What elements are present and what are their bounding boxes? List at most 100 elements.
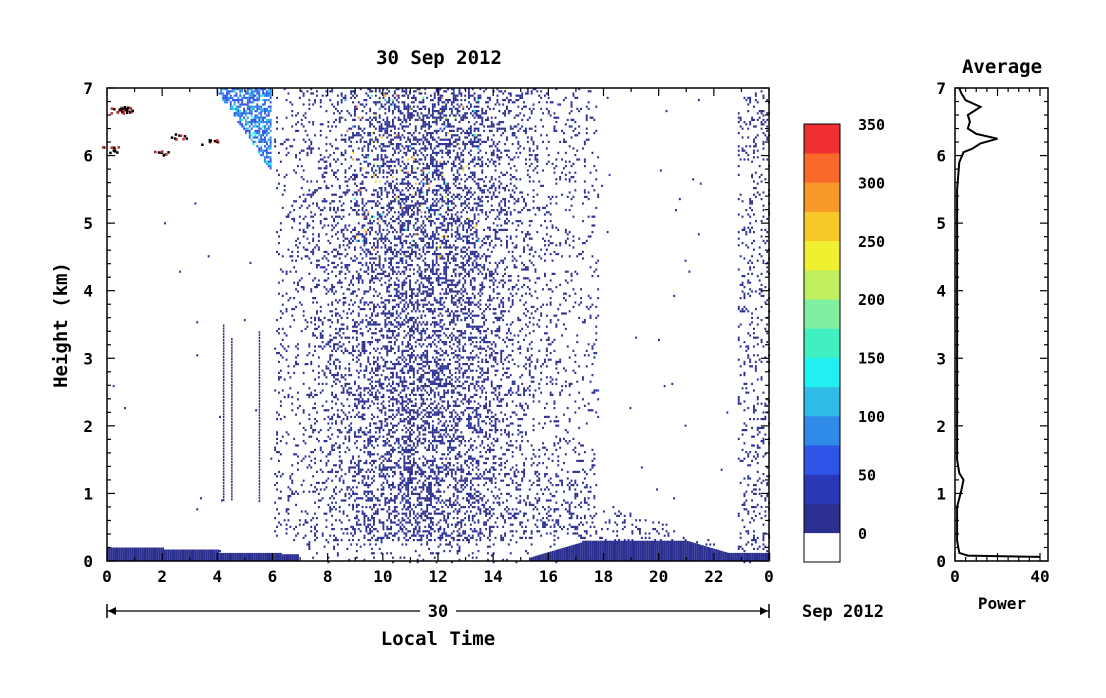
heatmap-cell: [321, 451, 324, 454]
heatmap-cell: [397, 376, 400, 379]
heatmap-cell: [441, 105, 444, 108]
heatmap-cell: [426, 385, 429, 388]
heatmap-cell: [418, 283, 421, 286]
heatmap-cell: [424, 275, 427, 278]
heatmap-cell: [319, 134, 322, 137]
heatmap-cell: [409, 294, 411, 297]
heatmap-cell: [361, 308, 364, 311]
heatmap-cell: [283, 378, 286, 381]
heatmap-cell: [386, 136, 389, 139]
heatmap-cell: [435, 497, 438, 500]
heatmap-cell: [365, 290, 368, 293]
heatmap-cell: [376, 211, 379, 214]
heatmap-cell: [374, 374, 377, 377]
heatmap-cell: [426, 235, 429, 238]
heatmap-cell: [369, 497, 372, 500]
heatmap-cell: [430, 180, 432, 183]
heatmap-cell: [439, 94, 442, 97]
heatmap-cell: [363, 244, 366, 247]
heatmap-cell: [428, 211, 430, 214]
heatmap-cell: [431, 259, 434, 262]
heatmap-cell: [338, 459, 341, 462]
heatmap-cell: [424, 429, 427, 432]
heatmap-cell: [426, 180, 429, 183]
heatmap-cell: [392, 418, 394, 421]
heatmap-cell: [412, 154, 415, 157]
heatmap-cell: [293, 365, 296, 368]
heatmap-cell: [401, 215, 404, 218]
heatmap-cell: [416, 202, 419, 205]
heatmap-cell: [354, 114, 356, 117]
heatmap-cell: [352, 525, 354, 528]
heatmap-cell: [430, 468, 432, 471]
heatmap-cell: [437, 169, 440, 172]
heatmap-cell: [352, 193, 354, 196]
heatmap-cell: [310, 193, 313, 196]
heatmap-cell: [412, 404, 415, 407]
heatmap-cell: [441, 415, 444, 418]
heatmap-cell: [412, 510, 415, 513]
heatmap-cell: [285, 215, 288, 218]
heatmap-cell: [308, 103, 311, 106]
heatmap-cell: [431, 231, 434, 234]
heatmap-cell: [371, 176, 373, 179]
heatmap-cell: [433, 431, 436, 434]
heatmap-cell: [380, 268, 383, 271]
heatmap-cell: [348, 393, 351, 396]
heatmap-cell: [424, 385, 427, 388]
heatmap-cell: [424, 270, 427, 273]
heatmap-cell: [388, 105, 391, 108]
heatmap-cell: [314, 378, 316, 381]
heatmap-cell: [331, 169, 334, 172]
heatmap-cell: [384, 499, 387, 502]
heatmap-cell: [411, 415, 413, 418]
heatmap-cell: [355, 435, 358, 438]
heatmap-cell: [399, 451, 402, 454]
heatmap-cell: [346, 237, 349, 240]
heatmap-cell: [340, 323, 343, 326]
heatmap-cell: [357, 349, 360, 352]
heatmap-cell: [304, 116, 307, 119]
heatmap-cell: [374, 437, 377, 440]
heatmap-cell: [361, 103, 364, 106]
heatmap-cell: [392, 94, 394, 97]
heatmap-cell: [327, 224, 330, 227]
heatmap-cell: [348, 470, 351, 473]
heatmap-cell: [397, 145, 400, 148]
heatmap-cell: [443, 519, 446, 522]
heatmap-cell: [327, 341, 330, 344]
heatmap-cell: [295, 114, 297, 117]
heatmap-cell: [348, 138, 351, 141]
heatmap-cell: [395, 169, 398, 172]
heatmap-cell: [338, 451, 341, 454]
heatmap-cell: [435, 110, 438, 113]
heatmap-cell: [323, 200, 326, 203]
heatmap-cell: [346, 398, 349, 401]
heatmap-cell: [393, 281, 396, 284]
heatmap-cell: [428, 448, 430, 451]
heatmap-cell: [312, 279, 315, 282]
heatmap-cell: [437, 341, 440, 344]
heatmap-cell: [405, 242, 408, 245]
heatmap-cell: [393, 127, 396, 130]
heatmap-cell: [308, 393, 311, 396]
heatmap-cell: [437, 367, 440, 370]
heatmap-cell: [376, 200, 379, 203]
heatmap-cell: [323, 286, 326, 289]
heatmap-cell: [336, 250, 339, 253]
heatmap-cell: [399, 118, 402, 121]
heatmap-cell: [439, 187, 442, 190]
heatmap-cell: [411, 433, 413, 436]
heatmap-cell: [433, 325, 436, 328]
heatmap-cell: [412, 492, 415, 495]
heatmap-cell: [274, 347, 277, 350]
heatmap-cell: [431, 266, 434, 269]
heatmap-cell: [344, 255, 347, 258]
heatmap-cell: [435, 160, 438, 163]
heatmap-cell: [411, 107, 413, 110]
heatmap-cell: [373, 321, 375, 324]
heatmap-cell: [426, 178, 429, 181]
heatmap-cell: [407, 305, 410, 308]
heatmap-cell: [411, 409, 413, 412]
heatmap-cell: [401, 281, 404, 284]
